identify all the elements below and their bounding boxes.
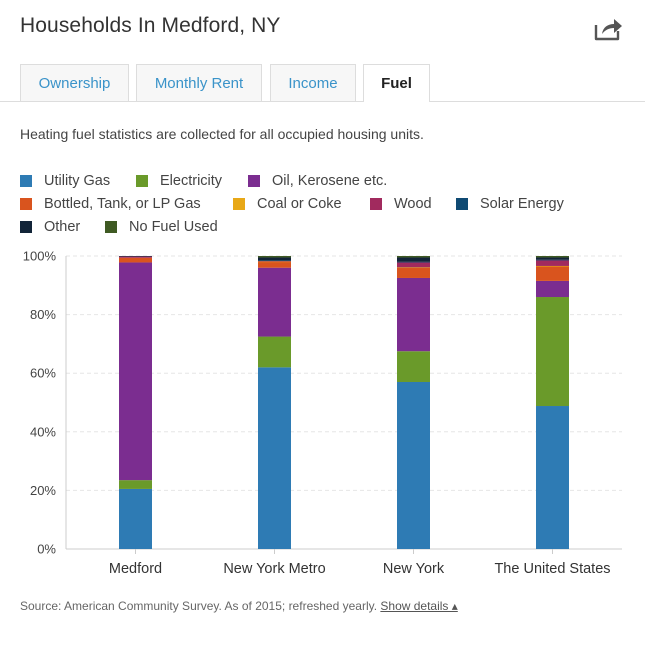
bar-segment-bottled-tank-or-lp-gas [119,257,152,263]
bar-segment-other [119,256,152,257]
bar-segment-wood [536,260,569,266]
x-tick-label: New York Metro [223,561,325,577]
legend-label: No Fuel Used [129,219,218,235]
legend-swatch [20,198,32,210]
bar-segment-utility-gas [536,406,569,549]
tab-fuel[interactable]: Fuel [363,64,430,102]
share-icon-box [594,25,620,41]
bar-segment-wood [397,262,430,268]
legend-swatch [20,221,32,233]
x-tick-label: The United States [494,561,610,577]
legend-label: Bottled, Tank, or LP Gas [44,196,201,212]
y-tick-label: 0% [37,542,56,557]
bar-segment-oil-kerosene-etc [536,280,569,298]
bar-segment-solar-energy [258,260,291,261]
bar-segment-oil-kerosene-etc [119,262,152,481]
bar-segment-solar-energy [397,261,430,263]
bar-segment-other [397,257,430,262]
bar-segment-bottled-tank-or-lp-gas [397,267,430,278]
bar-segment-utility-gas [119,488,152,549]
bar-segment-utility-gas [258,367,291,549]
tab-ownership[interactable]: Ownership [20,64,129,101]
bar-segment-wood [258,260,291,262]
bar-segment-no-fuel-used [397,256,430,258]
legend-label: Wood [394,196,432,212]
legend-label: Solar Energy [480,196,564,212]
legend-swatch [370,198,382,210]
legend-label: Coal or Coke [257,196,342,212]
bar-segment-electricity [258,336,291,368]
bar-segment-coal-or-coke [536,265,569,267]
legend-swatch [233,198,245,210]
stacked-bar-chart: 0% 20% 40% 60% 80% 100% Medford New York Metro N… [23,249,622,577]
y-tick-label: 40% [30,424,56,439]
share-icon-arrow [602,19,622,34]
y-tick-label: 20% [30,483,56,498]
show-details-link[interactable]: Show details ▴ [380,599,458,613]
bar-segment-other [258,257,291,261]
bar-segment-electricity [536,297,569,407]
chart-description: Heating fuel statistics are collected fo… [20,126,424,142]
tab-divider [0,101,645,102]
bar-segment-oil-kerosene-etc [258,267,291,337]
x-tick-label: Medford [109,561,162,577]
y-tick-label: 100% [23,249,57,264]
legend-swatch [456,198,468,210]
tab-monthly-rent[interactable]: Monthly Rent [136,64,262,101]
legend-label: Utility Gas [44,173,111,189]
bar-segment-bottled-tank-or-lp-gas [536,266,569,281]
tab-bar: Ownership Monthly Rent Income Fuel [0,64,645,102]
legend-swatch [248,175,260,187]
page-title: Households In Medford, NY [20,14,281,37]
share-icon[interactable] [593,15,623,41]
bar-segment-utility-gas [397,381,430,549]
legend-swatch [105,221,117,233]
bar-segment-oil-kerosene-etc [397,277,430,352]
source-note: Source: American Community Survey. As of… [20,599,458,613]
legend-label: Oil, Kerosene etc. [272,173,388,189]
source-text: Source: American Community Survey. As of… [20,599,378,613]
legend-swatch [136,175,148,187]
bar-segment-coal-or-coke [397,267,430,269]
bar-segment-electricity [119,480,152,489]
bar-segment-bottled-tank-or-lp-gas [258,261,291,268]
bar-segment-no-fuel-used [536,256,569,258]
bar-segment-electricity [397,351,430,382]
tab-income[interactable]: Income [270,64,356,101]
legend-label: Other [44,219,81,235]
y-tick-label: 60% [30,366,56,381]
bar-segment-wood [119,256,152,258]
bar-segment-no-fuel-used [258,256,291,258]
bar-segment-solar-energy [536,259,569,261]
x-tick-label: New York [383,561,445,577]
legend-label: Electricity [160,173,223,189]
bar-segment-other [536,257,569,260]
bar-segment-coal-or-coke [258,261,291,263]
y-tick-label: 80% [30,307,56,322]
legend-swatch [20,175,32,187]
